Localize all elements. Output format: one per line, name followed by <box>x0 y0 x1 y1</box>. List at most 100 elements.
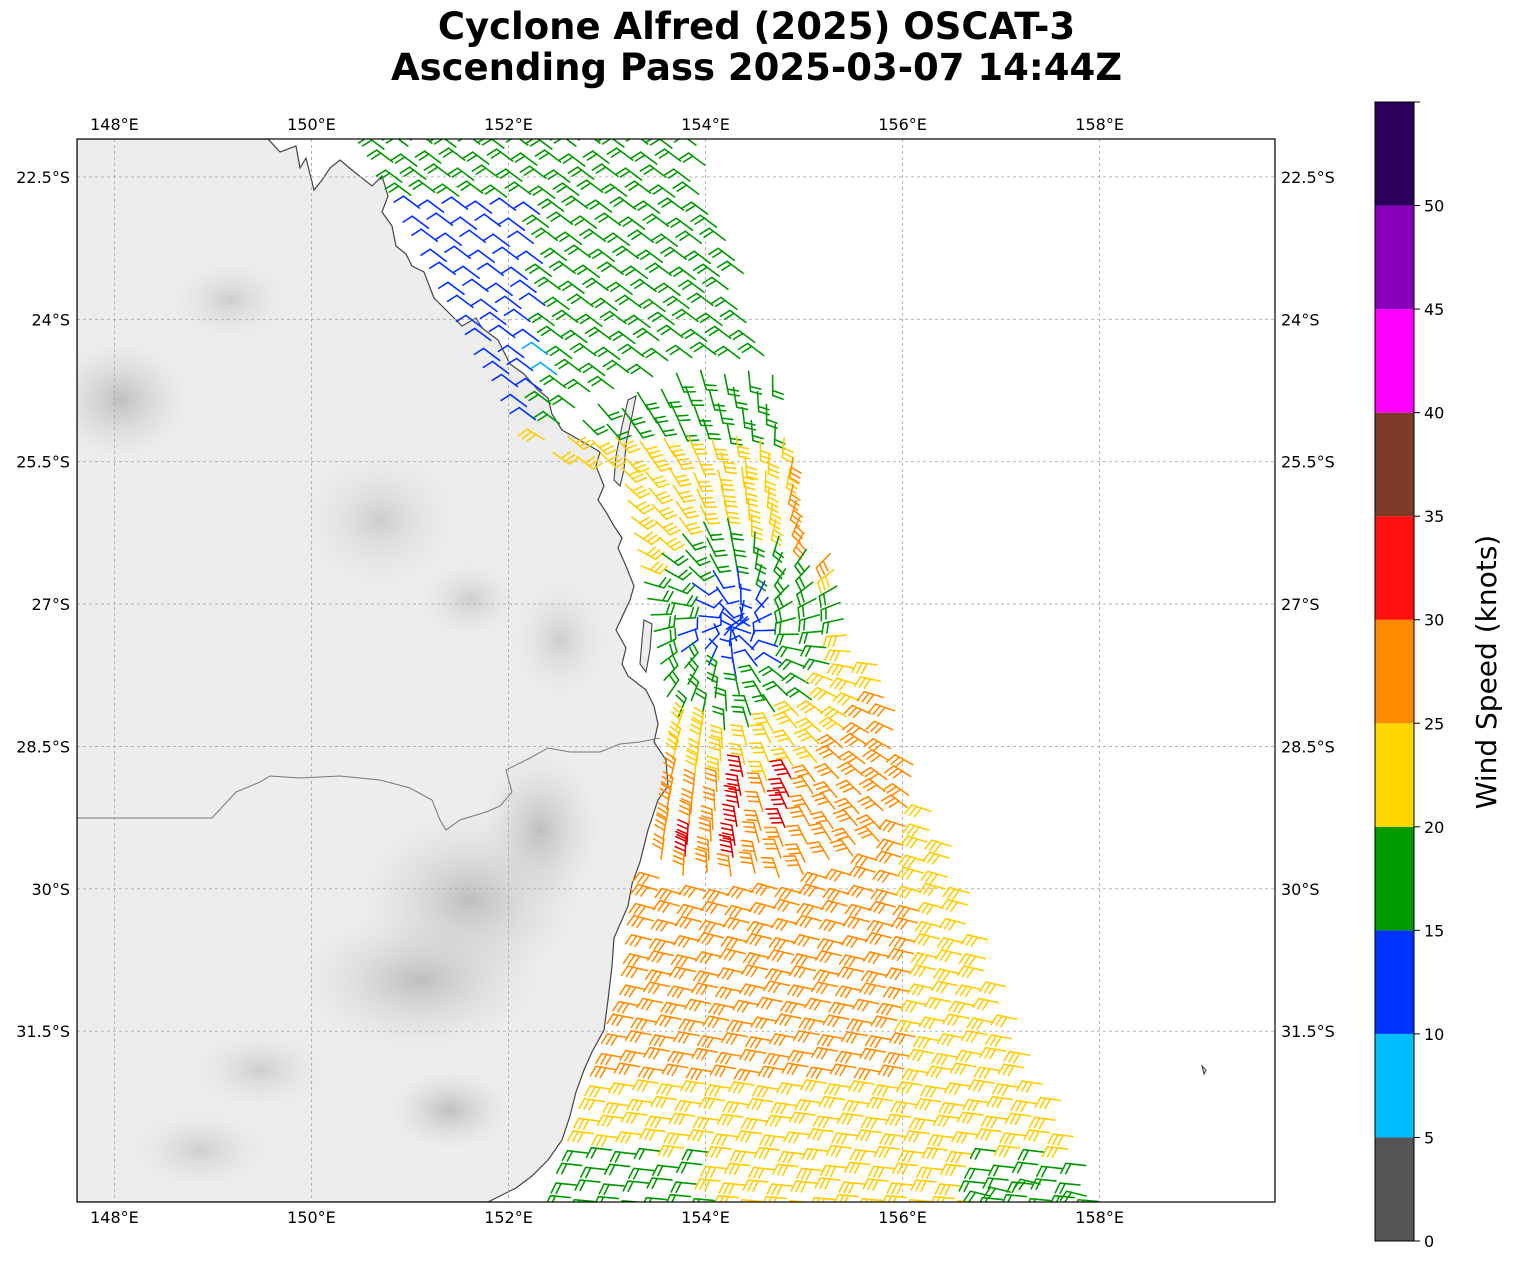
wind-barb <box>669 468 693 487</box>
wind-barb <box>804 997 832 1011</box>
wind-barb <box>613 1062 641 1076</box>
wind-barb <box>884 1113 912 1127</box>
wind-barb <box>691 1047 719 1061</box>
wind-barb <box>753 531 765 558</box>
wind-barb <box>706 537 728 557</box>
wind-barb <box>578 362 606 377</box>
wind-barb <box>812 781 838 799</box>
wind-barb <box>768 777 790 798</box>
wind-barb <box>402 215 430 229</box>
wind-barb <box>600 183 628 197</box>
wind-barb <box>838 954 867 968</box>
wind-barb <box>423 163 451 177</box>
wind-barb <box>648 184 676 198</box>
wind-barb <box>525 263 552 278</box>
wind-barb <box>802 658 830 671</box>
wind-barb <box>644 1115 672 1129</box>
wind-barb <box>756 996 784 1010</box>
wind-barb <box>809 810 834 830</box>
wind-barb <box>687 1129 714 1142</box>
wind-barb <box>699 504 721 525</box>
wind-barb <box>749 742 770 763</box>
lat-labels-left: 22.5°S 24°S 25.5°S 27°S 28.5°S 30°S 31.5°S <box>16 168 70 1041</box>
wind-barb <box>740 1117 768 1131</box>
wind-barb <box>504 181 532 195</box>
wind-barb <box>597 403 623 421</box>
wind-barb <box>828 1001 856 1015</box>
wind-barb <box>522 214 550 228</box>
wind-barb <box>829 839 854 857</box>
wind-barb <box>618 216 646 230</box>
wind-barb <box>700 900 728 914</box>
wind-barb <box>702 1015 730 1029</box>
colorbar-tick-label: 25 <box>1424 714 1444 733</box>
wind-barb <box>942 1013 970 1027</box>
colorbar-bin <box>1375 205 1414 310</box>
wind-barb <box>896 866 924 880</box>
wind-barb <box>1011 1161 1039 1174</box>
lat-labels-right: 22.5°S 24°S 25.5°S 27°S 28.5°S 30°S 31.5°S <box>1281 168 1335 1041</box>
wind-barb <box>702 888 730 902</box>
wind-barb <box>672 1031 700 1044</box>
wind-barb <box>799 1079 827 1092</box>
wind-barb <box>792 746 818 764</box>
wind-barb <box>841 721 870 736</box>
wind-barb <box>990 1014 1018 1028</box>
wind-barb <box>651 1164 679 1177</box>
wind-barb <box>840 732 868 747</box>
wind-barb <box>551 309 579 324</box>
wind-barb <box>678 799 692 827</box>
wind-barb <box>902 823 930 837</box>
wind-barb <box>691 582 719 596</box>
wind-barb <box>757 1065 785 1079</box>
wind-barb <box>656 1083 683 1096</box>
wind-barb <box>997 1063 1025 1077</box>
wind-barb <box>456 180 484 194</box>
wind-barb <box>446 294 474 309</box>
wind-barb <box>637 1066 665 1080</box>
wind-barb <box>564 244 592 259</box>
colorbar-bin <box>1375 930 1414 1034</box>
wind-barb <box>918 1016 946 1030</box>
wind-barb <box>942 886 970 900</box>
wind-barb <box>853 676 881 690</box>
wind-barb <box>720 822 736 846</box>
wind-barb <box>1010 1099 1038 1113</box>
wind-barb <box>696 454 717 476</box>
wind-barb <box>692 1116 720 1130</box>
wind-barb <box>575 313 603 328</box>
wind-barb <box>874 850 902 864</box>
wind-barb <box>536 325 564 340</box>
wind-barb <box>843 704 872 719</box>
wind-barb <box>836 1112 864 1126</box>
wind-barb <box>570 215 598 229</box>
wind-barb <box>870 1015 898 1029</box>
wind-barb <box>654 148 682 162</box>
wind-barb <box>723 625 752 636</box>
wind-barb <box>1034 1096 1062 1110</box>
wind-barb <box>784 843 806 863</box>
wind-barb <box>818 716 846 731</box>
wind-barb <box>741 466 756 491</box>
wind-barb <box>629 278 657 293</box>
wind-barb <box>860 766 888 781</box>
wind-barb <box>648 453 673 472</box>
wind-barb <box>461 278 489 293</box>
wind-barb <box>722 916 750 930</box>
wind-barb <box>620 1111 648 1125</box>
wind-barb <box>725 773 742 797</box>
wind-barb <box>860 970 889 984</box>
wind-barb <box>563 378 591 393</box>
wind-barb <box>539 374 567 389</box>
wind-barb <box>420 248 448 263</box>
wind-barb <box>580 1166 607 1179</box>
wind-barb <box>859 982 887 996</box>
wind-barb <box>735 435 751 460</box>
wind-barb <box>983 1186 1011 1199</box>
wind-barb <box>789 499 803 528</box>
wind-barb <box>555 1162 583 1175</box>
wind-barb <box>630 516 658 530</box>
wind-barb <box>537 198 565 212</box>
wind-barb <box>716 852 732 877</box>
wind-barb <box>574 1179 601 1192</box>
